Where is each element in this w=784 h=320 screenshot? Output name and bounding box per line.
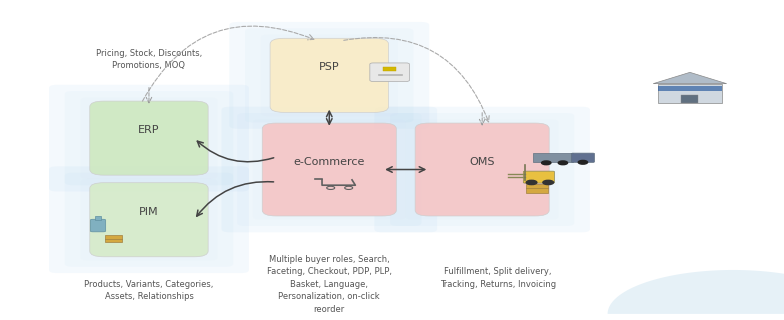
FancyBboxPatch shape (533, 153, 573, 162)
FancyBboxPatch shape (89, 101, 209, 175)
FancyBboxPatch shape (270, 38, 388, 112)
FancyBboxPatch shape (89, 183, 209, 257)
FancyBboxPatch shape (390, 113, 574, 226)
FancyBboxPatch shape (49, 85, 249, 191)
FancyBboxPatch shape (65, 91, 233, 185)
Text: OMS: OMS (470, 157, 495, 167)
Polygon shape (608, 270, 784, 314)
FancyBboxPatch shape (523, 171, 554, 183)
FancyBboxPatch shape (221, 107, 437, 232)
Circle shape (526, 180, 537, 185)
FancyBboxPatch shape (658, 84, 721, 103)
Text: Fulfillment, Split delivery,
Tracking, Returns, Invoicing: Fulfillment, Split delivery, Tracking, R… (440, 267, 556, 289)
FancyBboxPatch shape (262, 123, 396, 216)
Circle shape (558, 161, 568, 165)
Circle shape (543, 180, 554, 185)
FancyBboxPatch shape (370, 63, 409, 82)
FancyBboxPatch shape (229, 22, 430, 129)
Text: Pricing, Stock, Discounts,
Promotions, MOQ: Pricing, Stock, Discounts, Promotions, M… (96, 49, 202, 70)
Text: Products, Variants, Categories,
Assets, Relationships: Products, Variants, Categories, Assets, … (84, 280, 214, 301)
Polygon shape (653, 72, 727, 84)
FancyBboxPatch shape (105, 235, 122, 242)
FancyBboxPatch shape (237, 113, 422, 226)
Text: e-Commerce: e-Commerce (293, 157, 365, 167)
Circle shape (579, 160, 587, 164)
Text: PIM: PIM (139, 207, 159, 217)
FancyBboxPatch shape (245, 28, 414, 123)
FancyBboxPatch shape (681, 95, 699, 103)
FancyBboxPatch shape (65, 173, 233, 267)
FancyBboxPatch shape (526, 184, 548, 193)
Text: PSP: PSP (319, 62, 339, 73)
FancyBboxPatch shape (374, 107, 590, 232)
Text: ERP: ERP (138, 125, 160, 135)
Circle shape (542, 161, 551, 165)
Text: Multiple buyer roles, Search,
Faceting, Checkout, PDP, PLP,
Basket, Language,
Pe: Multiple buyer roles, Search, Faceting, … (267, 255, 392, 314)
FancyBboxPatch shape (49, 166, 249, 273)
FancyBboxPatch shape (658, 86, 721, 91)
FancyBboxPatch shape (90, 219, 106, 232)
FancyBboxPatch shape (96, 216, 100, 220)
FancyBboxPatch shape (383, 67, 396, 71)
FancyBboxPatch shape (416, 123, 549, 216)
FancyBboxPatch shape (572, 153, 594, 162)
